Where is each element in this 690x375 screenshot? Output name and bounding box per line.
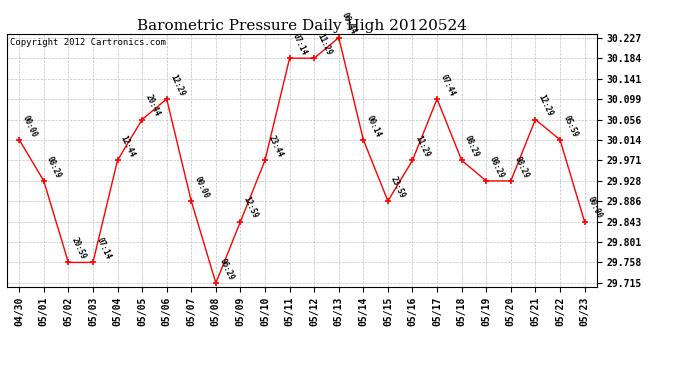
Text: 11:29: 11:29	[414, 134, 432, 159]
Text: 00:00: 00:00	[193, 175, 210, 200]
Text: 08:29: 08:29	[488, 155, 506, 180]
Title: Barometric Pressure Daily High 20120524: Barometric Pressure Daily High 20120524	[137, 19, 467, 33]
Text: 06:29: 06:29	[217, 257, 235, 282]
Text: 07:14: 07:14	[291, 32, 309, 57]
Text: 07:44: 07:44	[438, 73, 456, 98]
Text: 05:59: 05:59	[562, 114, 580, 138]
Text: 08:29: 08:29	[463, 134, 481, 159]
Text: 23:59: 23:59	[389, 175, 407, 200]
Text: 08:29: 08:29	[512, 155, 530, 180]
Text: 12:59: 12:59	[241, 195, 259, 220]
Text: 06:44: 06:44	[340, 11, 358, 36]
Text: 20:59: 20:59	[70, 236, 88, 261]
Text: 07:14: 07:14	[95, 236, 112, 261]
Text: 12:44: 12:44	[119, 134, 137, 159]
Text: Copyright 2012 Cartronics.com: Copyright 2012 Cartronics.com	[10, 38, 166, 46]
Text: 23:44: 23:44	[266, 134, 284, 159]
Text: 00:00: 00:00	[586, 195, 604, 220]
Text: 00:00: 00:00	[21, 114, 39, 138]
Text: 11:29: 11:29	[315, 32, 333, 57]
Text: 20:44: 20:44	[144, 93, 161, 118]
Text: 08:29: 08:29	[45, 155, 63, 180]
Text: 12:29: 12:29	[168, 73, 186, 98]
Text: 12:29: 12:29	[537, 93, 555, 118]
Text: 00:14: 00:14	[365, 114, 383, 138]
